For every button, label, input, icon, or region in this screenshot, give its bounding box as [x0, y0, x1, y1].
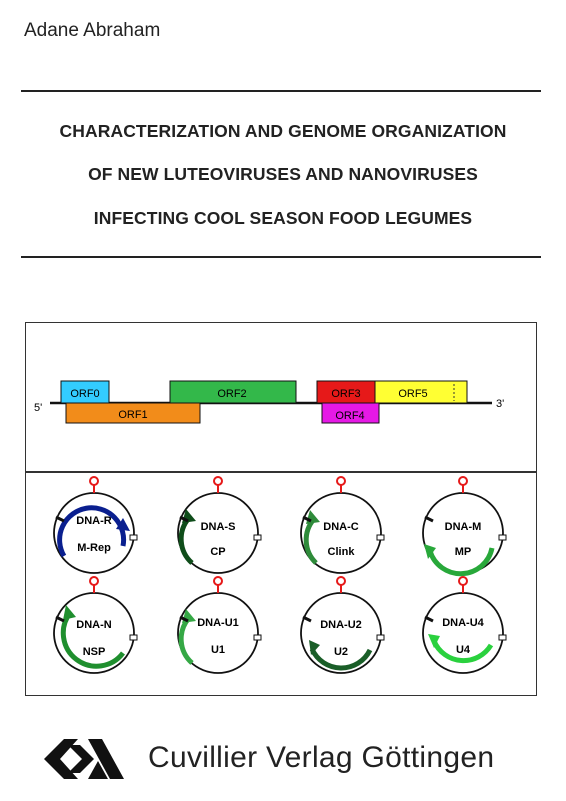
orf4-label: ORF4: [335, 410, 364, 422]
dna-u2-orf-arrow: [309, 647, 373, 671]
stem-loop-icon: [336, 576, 346, 586]
orf-start-tick: [424, 615, 434, 623]
orf0-label: ORF0: [70, 388, 99, 400]
stem-loop-icon: [458, 476, 468, 486]
dna-u1-product: U1: [211, 644, 225, 656]
circle-dna-m: DNA-M MP: [422, 492, 504, 577]
cover-figure: 5' 3' ORF0 ORF1 ORF2 ORF3 ORF4 ORF5: [25, 322, 537, 696]
stem-loop-icon: [213, 576, 223, 586]
circle-dna-n: DNA-N NSP: [53, 592, 135, 674]
orf-start-tick: [179, 515, 189, 523]
dna-u1-orf-arrow: [178, 616, 194, 665]
tata-box-marker: [253, 634, 262, 641]
title-line-3: INFECTING COOL SEASON FOOD LEGUMES: [93, 208, 473, 228]
dna-u2-arrowhead: [309, 640, 320, 655]
figure-divider: [26, 471, 536, 473]
tata-box-marker: [498, 534, 507, 541]
dna-n-name: DNA-N: [76, 619, 111, 631]
dna-n-orf-arrow: [60, 611, 125, 669]
linear-genome-map: 5' 3' ORF0 ORF1 ORF2 ORF3 ORF4 ORF5: [34, 380, 504, 424]
dna-u4-product: U4: [456, 644, 471, 656]
tata-box-marker: [129, 534, 138, 541]
title-line-1: CHARACTERIZATION AND GENOME ORGANIZATION: [59, 121, 507, 141]
dna-s-orf-arrow: [178, 516, 194, 565]
orf5-label: ORF5: [398, 388, 427, 400]
dna-c-product: Clink: [328, 546, 356, 558]
orf1-box: [65, 402, 201, 424]
dna-u4-arrowhead: [428, 634, 440, 648]
tata-box-marker: [129, 634, 138, 641]
publisher-name: Cuvillier Verlag Göttingen: [148, 741, 495, 774]
tata-box-marker: [498, 634, 507, 641]
dna-m-orf-arrow: [427, 547, 495, 577]
orf-start-tick: [424, 515, 434, 523]
orf-start-tick: [302, 615, 312, 623]
dna-r-name: DNA-R: [76, 515, 111, 527]
orf-start-tick: [55, 515, 65, 523]
circle-dna-c: DNA-C Clink: [300, 492, 382, 574]
three-prime-label: 3': [496, 398, 504, 410]
title-line-2: OF NEW LUTEOVIRUSES AND NANOVIRUSES: [88, 164, 478, 184]
orf1-label: ORF1: [118, 409, 147, 421]
dna-n-arrowhead: [63, 605, 76, 620]
dna-r-product: M-Rep: [77, 542, 111, 554]
dna-s-product: CP: [210, 546, 225, 558]
dna-u2-name: DNA-U2: [320, 619, 362, 631]
circle-dna-r: DNA-R M-Rep: [53, 492, 135, 574]
dna-u4-name: DNA-U4: [442, 617, 484, 629]
dna-c-name: DNA-C: [323, 521, 358, 533]
stem-loop-icon: [336, 476, 346, 486]
circle-panel: DNA-R M-Rep DNA-S CP DNA-C Clink: [53, 492, 504, 674]
orf3-label: ORF3: [331, 388, 360, 400]
orf-start-tick: [179, 615, 189, 623]
stem-loop-icon: [213, 476, 223, 486]
dna-m-name: DNA-M: [445, 521, 482, 533]
circle-dna-u4: DNA-U4 U4: [422, 592, 504, 674]
stem-loop-icon: [458, 576, 468, 586]
orf5-box: [374, 380, 468, 404]
circle-dna-s: DNA-S CP: [177, 492, 259, 574]
stem-loop-icon: [89, 576, 99, 586]
circle-dna-u2: DNA-U2 U2: [300, 592, 382, 674]
author-name: Adane Abraham: [24, 20, 161, 41]
tata-box-marker: [376, 534, 385, 541]
dna-m-product: MP: [455, 546, 472, 558]
bottom-divider: [21, 256, 541, 258]
orf2-box: [169, 380, 297, 404]
dna-n-product: NSP: [83, 646, 106, 658]
dna-m-arrowhead: [424, 544, 436, 559]
orf-start-tick: [55, 615, 65, 623]
tata-box-marker: [376, 634, 385, 641]
top-divider: [21, 90, 541, 92]
dna-u4-orf-arrow: [431, 639, 494, 664]
publisher-logo-icon: [44, 739, 124, 779]
genome-figure-svg: 5' 3' ORF0 ORF1 ORF2 ORF3 ORF4 ORF5: [34, 380, 507, 674]
dna-r-arrowhead: [116, 518, 130, 531]
five-prime-label: 5': [34, 402, 42, 414]
dna-s-name: DNA-S: [201, 521, 236, 533]
dna-c-arrowhead: [306, 510, 320, 524]
tata-box-marker: [253, 534, 262, 541]
orf4-box: [321, 402, 380, 424]
dna-u2-product: U2: [334, 646, 348, 658]
dna-u1-name: DNA-U1: [197, 617, 239, 629]
orf-start-tick: [302, 515, 312, 523]
stem-loop-icon: [89, 476, 99, 486]
circle-dna-u1: DNA-U1 U1: [177, 592, 259, 674]
orf2-label: ORF2: [217, 388, 246, 400]
